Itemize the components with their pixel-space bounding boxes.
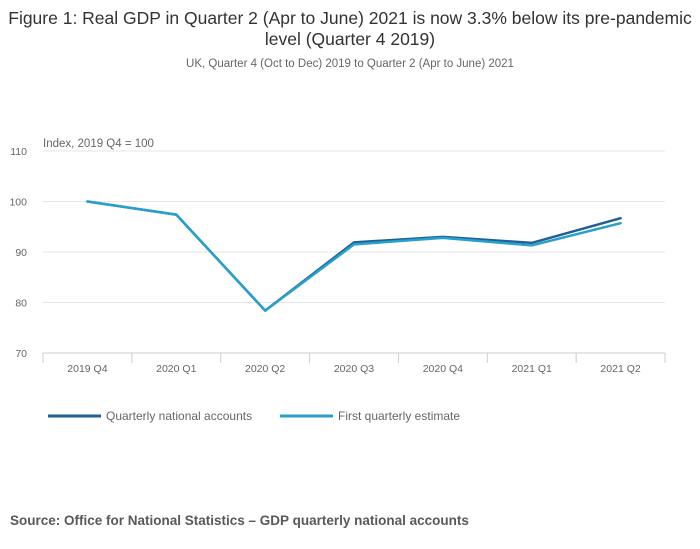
y-tick-label: 90 [15,247,27,259]
legend: Quarterly national accounts First quarter… [48,409,460,423]
y-tick-label: 70 [15,348,27,360]
series-line-2 [86,200,622,312]
series-line-1 [86,200,622,312]
x-tick-label: 2020 Q1 [156,363,196,375]
y-tick-label: 110 [10,146,27,158]
y-axis-ticks: 70 80 90 100 110 [9,146,27,360]
source-note: Source: Office for National Statistics –… [10,513,469,528]
x-tick-label: 2019 Q4 [67,363,107,375]
y-tick-label: 80 [15,298,27,310]
y-axis-label: Index, 2019 Q4 = 100 [43,138,154,150]
chart-subtitle: UK, Quarter 4 (Oct to Dec) 2019 to Quart… [186,58,514,70]
legend-label: First quarterly estimate [338,409,460,423]
x-tick-label: 2021 Q2 [600,363,640,375]
legend-label: Quarterly national accounts [106,409,252,423]
x-tick-label: 2020 Q4 [423,363,463,375]
chart-title: Figure 1: Real GDP in Quarter 2 (Apr to … [8,8,692,49]
gridlines [43,150,665,303]
x-tick-label: 2021 Q1 [512,363,552,375]
x-tick-label: 2020 Q3 [334,363,374,375]
y-tick-label: 100 [9,197,27,209]
series-lines [86,200,622,312]
x-tick-label: 2020 Q2 [245,363,285,375]
x-axis: 2019 Q4 2020 Q1 2020 Q2 2020 Q3 2020 Q4 2021 … [42,352,666,375]
